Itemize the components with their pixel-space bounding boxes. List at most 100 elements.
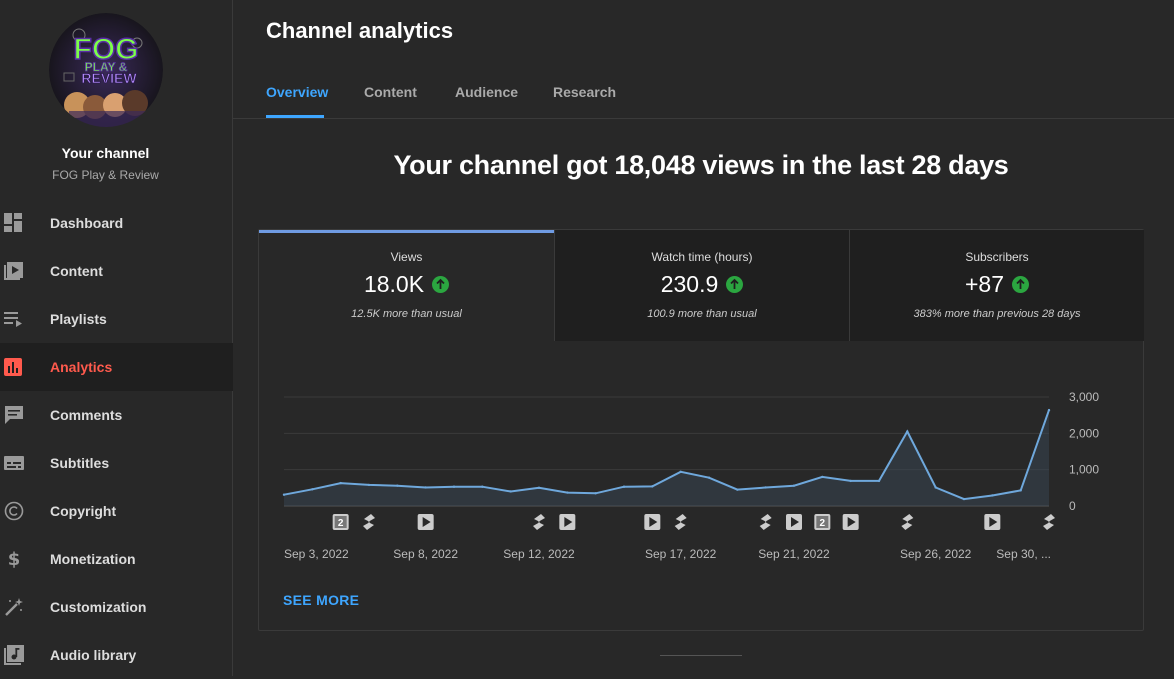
metric-tabs: Views 18.0K 12.5K more than usual Watch … bbox=[259, 230, 1144, 341]
audio-library-icon bbox=[4, 645, 24, 665]
video-count-bg bbox=[816, 516, 829, 528]
data-point bbox=[651, 485, 654, 488]
sidebar-item-audio-library[interactable]: Audio library bbox=[0, 631, 233, 679]
data-point bbox=[481, 485, 484, 488]
views-headline: Your channel got 18,048 views in the las… bbox=[393, 150, 1009, 180]
video-count-label: 2 bbox=[338, 518, 344, 529]
sidebar-item-label: Customization bbox=[50, 599, 147, 615]
sidebar-item-subtitles[interactable]: Subtitles bbox=[0, 439, 233, 487]
shorts-marker-icon bbox=[533, 514, 545, 530]
data-point bbox=[736, 488, 739, 491]
sidebar-item-monetization[interactable]: $ Monetization bbox=[0, 535, 233, 583]
data-point bbox=[509, 490, 512, 493]
avatar-text-line1: FOG bbox=[74, 33, 139, 66]
content-icon bbox=[4, 262, 23, 280]
subtitles-icon bbox=[4, 456, 24, 470]
data-point bbox=[311, 488, 314, 491]
metric-label: Views bbox=[390, 250, 423, 264]
views-area bbox=[284, 410, 1049, 506]
copyright-icon bbox=[4, 501, 24, 521]
x-tick-label: Sep 21, 2022 bbox=[758, 547, 830, 561]
x-tick-label: Sep 30, ... bbox=[996, 547, 1051, 561]
metric-value-row: 18.0K bbox=[259, 271, 554, 298]
data-point bbox=[764, 486, 767, 489]
views-chart[interactable]: 3,000 2,000 1,000 0 2 2 Sep 3, 2022 Sep 8, 2022… bbox=[259, 230, 1143, 630]
metric-value: 230.9 bbox=[660, 271, 719, 297]
data-point bbox=[821, 475, 824, 479]
sidebar-item-content[interactable]: Content bbox=[0, 247, 233, 295]
x-tick-label: Sep 8, 2022 bbox=[393, 547, 458, 561]
play-icon bbox=[847, 517, 856, 527]
metric-label: Watch time (hours) bbox=[651, 250, 753, 264]
metric-note: 100.9 more than usual bbox=[647, 308, 757, 320]
metric-views[interactable]: Views 18.0K 12.5K more than usual bbox=[259, 230, 554, 341]
arrow-up-icon bbox=[726, 276, 744, 293]
y-tick-label: 3,000 bbox=[1069, 390, 1099, 404]
tab-overview[interactable]: Overview bbox=[266, 84, 329, 100]
sidebar-item-label: Monetization bbox=[50, 551, 136, 567]
data-point bbox=[962, 497, 966, 501]
sidebar: FOG PLAY & REVIEW Your channel FOG Play … bbox=[0, 0, 233, 676]
metric-subscribers[interactable]: Subscribers +87 383% more than previous … bbox=[849, 230, 1144, 341]
data-point bbox=[877, 479, 881, 483]
shorts-marker-icon bbox=[1043, 514, 1055, 530]
arrow-up-icon bbox=[432, 276, 450, 293]
monetization-icon: $ bbox=[8, 549, 21, 569]
sidebar-item-dashboard[interactable]: Dashboard bbox=[0, 199, 233, 247]
shorts-marker-icon bbox=[674, 514, 687, 530]
sidebar-item-analytics[interactable]: Analytics bbox=[0, 343, 233, 391]
tab-research[interactable]: Research bbox=[553, 84, 617, 100]
metric-label: Subscribers bbox=[965, 250, 1029, 264]
analytics-icon bbox=[4, 358, 22, 376]
play-icon bbox=[564, 517, 573, 527]
sidebar-item-comments[interactable]: Comments bbox=[0, 391, 233, 439]
playlists-icon bbox=[4, 312, 22, 327]
sidebar-item-customization[interactable]: Customization bbox=[0, 583, 233, 631]
data-point bbox=[707, 476, 711, 479]
play-icon bbox=[989, 517, 998, 527]
sidebar-item-label: Subtitles bbox=[50, 455, 110, 471]
see-more-button[interactable]: SEE MORE bbox=[283, 592, 360, 608]
tab-audience[interactable]: Audience bbox=[455, 84, 519, 100]
video-count-bg bbox=[334, 516, 347, 528]
avatar-text-line2: PLAY & bbox=[85, 60, 128, 74]
metric-value: +87 bbox=[964, 271, 1004, 297]
play-icon bbox=[422, 517, 431, 527]
metric-watch-time[interactable]: Watch time (hours) 230.9 100.9 more than… bbox=[554, 230, 849, 341]
channel-name: FOG Play & Review bbox=[52, 168, 159, 182]
overview-card: Views 18.0K 12.5K more than usual Watch … bbox=[258, 229, 1144, 631]
metric-value-row: 230.9 bbox=[555, 271, 849, 298]
data-point bbox=[566, 491, 569, 494]
sidebar-item-label: Playlists bbox=[50, 311, 107, 327]
metric-note: 383% more than previous 28 days bbox=[913, 308, 1081, 320]
y-tick-label: 1,000 bbox=[1069, 463, 1099, 477]
sidebar-item-playlists[interactable]: Playlists bbox=[0, 295, 233, 343]
data-point bbox=[934, 486, 937, 489]
data-point bbox=[906, 430, 909, 433]
shorts-marker-icon bbox=[901, 514, 914, 530]
y-tick-label: 2,000 bbox=[1069, 426, 1099, 440]
x-tick-label: Sep 12, 2022 bbox=[503, 547, 575, 561]
dashboard-icon bbox=[4, 213, 22, 232]
data-point bbox=[849, 479, 852, 483]
data-point bbox=[452, 485, 456, 488]
play-icon bbox=[649, 517, 658, 527]
x-tick-label: Sep 26, 2022 bbox=[900, 547, 972, 561]
data-point bbox=[424, 486, 427, 489]
x-tick-label: Sep 3, 2022 bbox=[284, 547, 349, 561]
data-point bbox=[339, 481, 342, 485]
sidebar-item-label: Audio library bbox=[50, 647, 137, 663]
tab-content[interactable]: Content bbox=[364, 84, 417, 100]
video-count-label: 2 bbox=[820, 518, 826, 529]
svg-text:$: $ bbox=[8, 549, 21, 569]
channel-avatar[interactable]: FOG PLAY & REVIEW bbox=[49, 13, 163, 127]
avatar-text-line3: REVIEW bbox=[81, 70, 137, 86]
sidebar-item-copyright[interactable]: Copyright bbox=[0, 487, 233, 535]
y-tick-label: 0 bbox=[1069, 499, 1076, 513]
shorts-marker-icon bbox=[759, 514, 772, 530]
data-point bbox=[622, 485, 626, 488]
data-point bbox=[367, 483, 371, 487]
sidebar-item-label: Comments bbox=[50, 407, 123, 423]
tabs-divider bbox=[233, 118, 1174, 119]
sidebar-item-label: Analytics bbox=[50, 359, 113, 375]
